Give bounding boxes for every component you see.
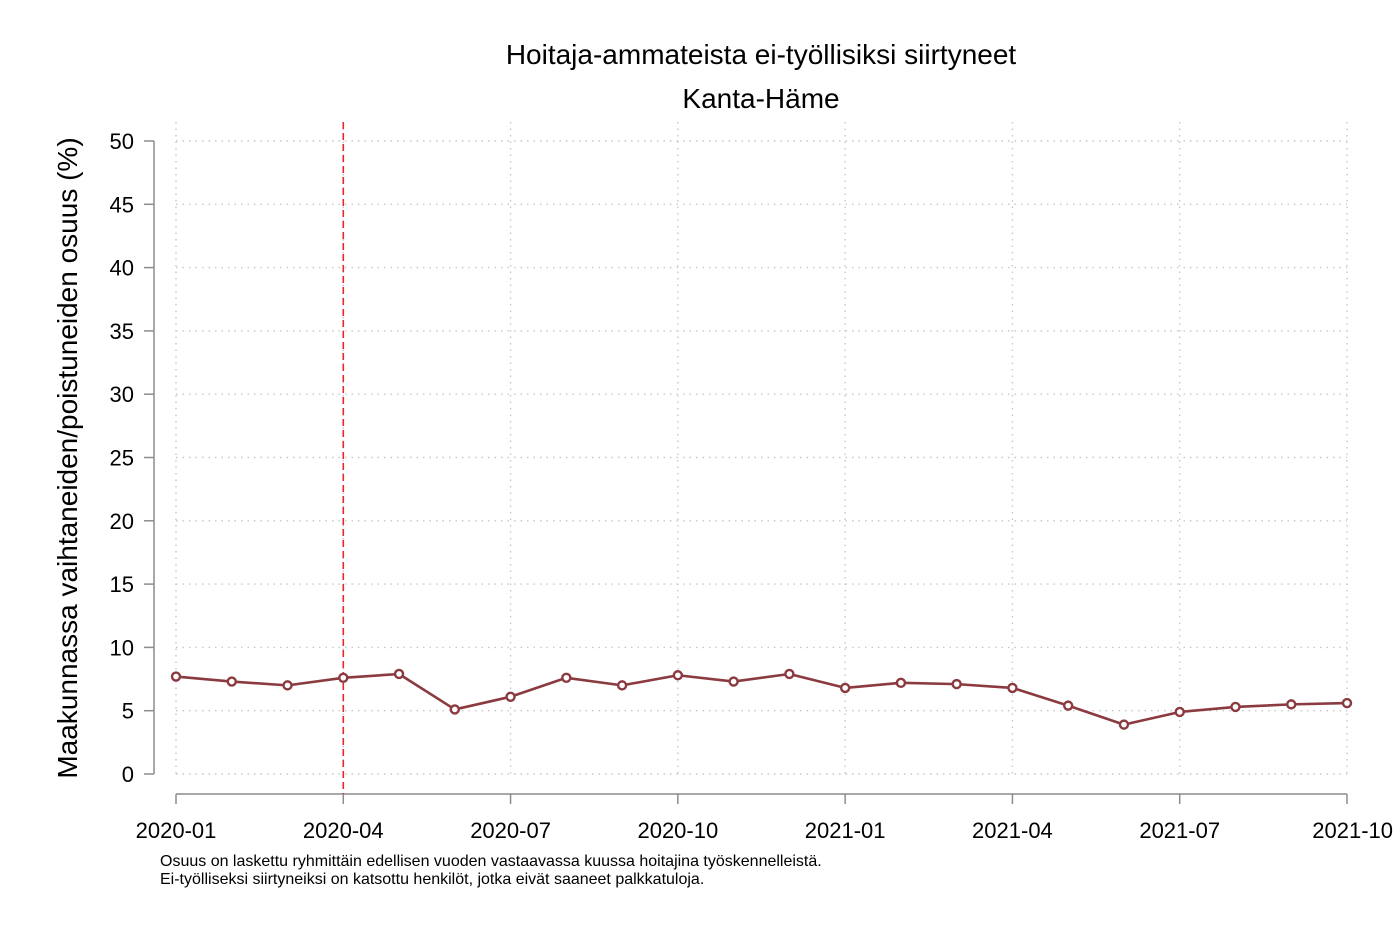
footnote-1: Osuus on laskettu ryhmittäin edellisen v… xyxy=(160,853,822,870)
y-axis-label: Maakunnassa vaihtaneiden/poistuneiden os… xyxy=(52,137,83,778)
data-point xyxy=(951,678,962,690)
y-tick-label: 30 xyxy=(110,382,134,407)
y-tick-label: 20 xyxy=(110,509,134,534)
x-tick-label: 2020-10 xyxy=(637,818,718,843)
data-point xyxy=(1286,699,1297,710)
data-point xyxy=(1118,719,1130,730)
data-point xyxy=(338,672,349,683)
data-point xyxy=(1341,697,1353,709)
data-point xyxy=(170,671,182,682)
data-point xyxy=(561,672,572,683)
chart-subtitle: Kanta-Häme xyxy=(682,83,839,114)
y-tick-label: 5 xyxy=(122,699,134,724)
grid xyxy=(175,122,1348,775)
x-tick-label: 2021-07 xyxy=(1139,818,1220,843)
x-tick-label: 2021-01 xyxy=(805,818,886,843)
x-tick-label: 2020-07 xyxy=(470,818,551,843)
y-tick-label: 0 xyxy=(122,762,134,787)
x-tick-label: 2021-10 xyxy=(1312,818,1393,843)
y-tick-label: 15 xyxy=(110,572,134,597)
y-tick-label: 25 xyxy=(110,446,134,471)
footnote-2: Ei-työlliseksi siirtyneiksi on katsottu … xyxy=(160,871,705,888)
data-point xyxy=(226,676,237,687)
data-point xyxy=(672,670,684,681)
data-point xyxy=(1062,700,1074,711)
data-point xyxy=(728,676,739,687)
data-point xyxy=(1007,682,1018,694)
data-point xyxy=(616,680,628,691)
series xyxy=(170,668,1353,730)
x-tick-label: 2021-04 xyxy=(972,818,1053,843)
x-tick-label: 2020-04 xyxy=(303,818,384,843)
data-point xyxy=(449,704,461,715)
data-point xyxy=(784,668,795,680)
data-point xyxy=(505,691,516,702)
y-tick-label: 40 xyxy=(110,256,134,281)
y-tick-label: 35 xyxy=(110,319,134,344)
data-point xyxy=(839,682,851,694)
series-line xyxy=(175,672,1348,726)
y-tick-label: 45 xyxy=(110,192,134,217)
y-tick-label: 50 xyxy=(110,129,134,154)
data-point xyxy=(1230,701,1241,713)
chart-title: Hoitaja-ammateista ei-työllisiksi siirty… xyxy=(506,39,1017,70)
axes: 0 5 10 15 20 25 30 35 40 45 50 2020-01 2020-04 2020-0… xyxy=(110,129,1393,843)
data-point xyxy=(393,668,405,680)
y-tick-label: 10 xyxy=(110,635,134,660)
data-point xyxy=(895,677,907,689)
data-point xyxy=(1174,706,1185,718)
data-point xyxy=(282,680,293,691)
x-tick-label: 2020-01 xyxy=(136,818,217,843)
